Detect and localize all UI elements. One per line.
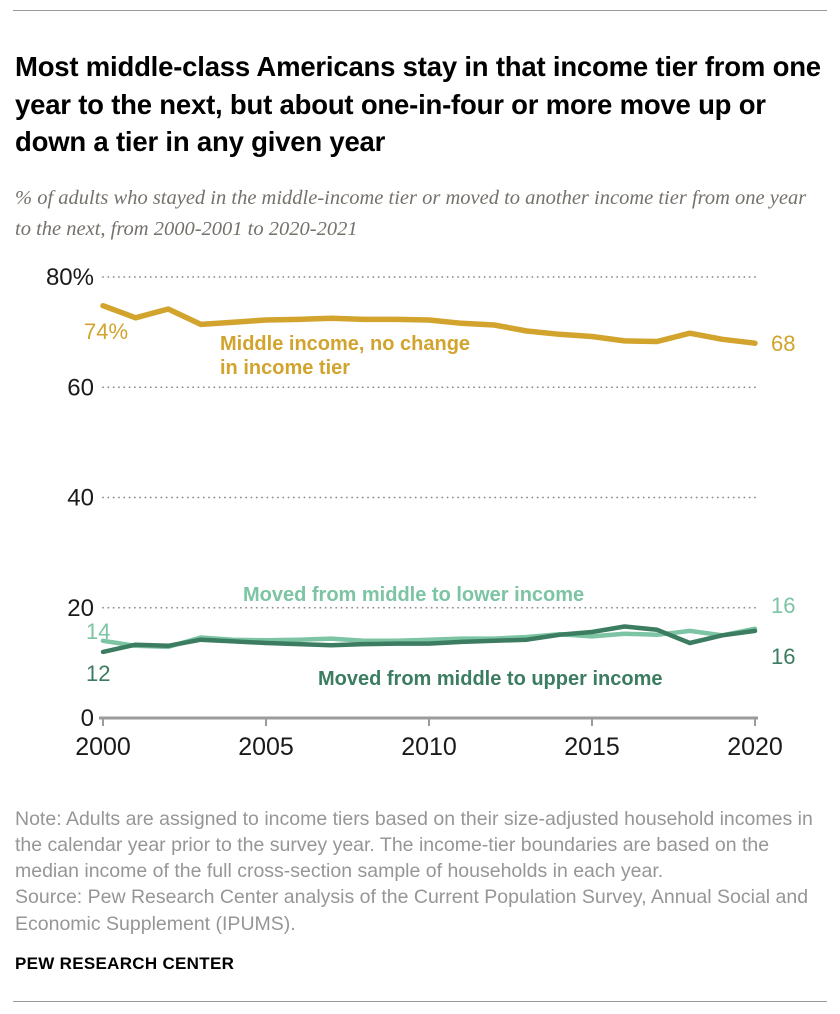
x-axis-label-2005: 2005 bbox=[238, 733, 294, 761]
y-axis-label-0: 0 bbox=[81, 705, 94, 732]
x-axis-label-2015: 2015 bbox=[564, 733, 620, 761]
series-label-moved-lower: Moved from middle to lower income bbox=[243, 584, 585, 606]
brand-footer: PEW RESEARCH CENTER bbox=[15, 953, 235, 973]
value-label-upper-end: 16 bbox=[771, 644, 796, 669]
x-axis-label-2020: 2020 bbox=[727, 733, 783, 761]
chart-title: Most middle-class Americans stay in that… bbox=[15, 51, 821, 158]
source-text: Source: Pew Research Center analysis of … bbox=[15, 886, 809, 935]
x-axis-label-2000: 2000 bbox=[75, 733, 131, 761]
x-axis-label-2010: 2010 bbox=[401, 733, 457, 761]
chart-footer: Note: Adults are assigned to income tier… bbox=[15, 806, 825, 974]
series-line-0 bbox=[100, 302, 758, 346]
top-divider bbox=[13, 10, 827, 11]
chart-canvas: 0 20 40 60 80% 2000 2005 2010 2015 2020 bbox=[46, 264, 783, 761]
chart-subtitle: % of adults who stayed in the middle-inc… bbox=[15, 186, 807, 241]
series-label-moved-upper: Moved from middle to upper income bbox=[318, 668, 663, 690]
value-label-lower-end: 16 bbox=[771, 593, 796, 618]
value-label-lower-start: 14 bbox=[86, 619, 111, 644]
value-label-upper-start: 12 bbox=[86, 661, 111, 686]
series-line-2 bbox=[100, 624, 758, 655]
series-label-middle-income: Middle income, no change in income tier bbox=[220, 333, 471, 380]
y-axis-label-40: 40 bbox=[67, 485, 94, 512]
bottom-divider bbox=[13, 1001, 827, 1002]
note-text: Note: Adults are assigned to income tier… bbox=[15, 808, 813, 883]
value-label-middle-end: 68 bbox=[771, 331, 796, 356]
line-chart: 0 20 40 60 80% 2000 2005 2010 2015 2020 74% Middl… bbox=[0, 255, 840, 767]
y-axis-label-60: 60 bbox=[67, 374, 94, 401]
value-label-middle-start: 74% bbox=[84, 319, 129, 344]
y-axis-label-80: 80% bbox=[46, 264, 94, 291]
y-axis-label-20: 20 bbox=[67, 595, 94, 622]
